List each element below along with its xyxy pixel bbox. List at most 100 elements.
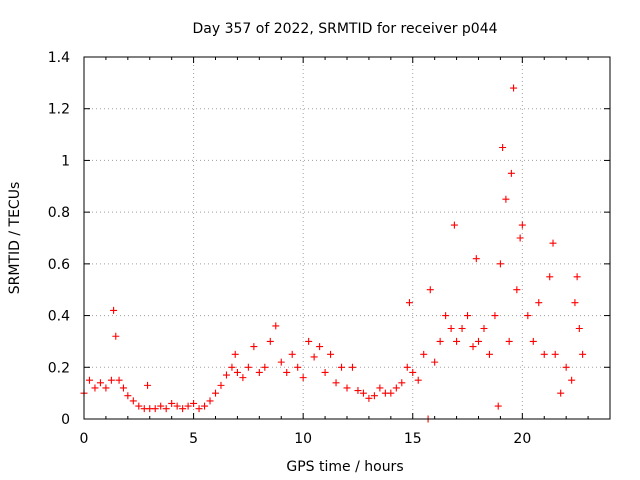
data-point <box>91 384 99 392</box>
data-point <box>206 397 214 405</box>
data-point <box>228 363 236 371</box>
data-point <box>272 322 280 330</box>
data-point <box>157 402 165 410</box>
data-point <box>294 363 302 371</box>
data-point <box>332 379 340 387</box>
data-point <box>365 394 373 402</box>
data-point <box>480 325 488 332</box>
data-point <box>387 389 395 397</box>
data-point <box>310 353 318 361</box>
data-point <box>447 325 455 332</box>
data-point <box>392 384 400 392</box>
data-point <box>321 368 329 376</box>
data-point <box>201 402 209 410</box>
x-tick-label: 10 <box>294 431 312 447</box>
data-point <box>491 312 499 320</box>
data-point <box>575 325 583 332</box>
data-point <box>233 368 241 376</box>
x-tick-label: 5 <box>189 431 198 447</box>
data-point <box>405 299 413 307</box>
data-point <box>115 376 123 384</box>
data-point <box>546 273 554 281</box>
data-point <box>244 363 252 371</box>
x-tick-label: 20 <box>513 431 531 447</box>
data-points <box>80 84 587 423</box>
data-point <box>102 384 110 392</box>
plot-frame <box>83 56 611 420</box>
y-tick-label: 0.4 <box>48 309 70 325</box>
data-point <box>573 273 581 281</box>
data-point <box>359 389 367 397</box>
data-point <box>305 337 313 345</box>
data-point <box>370 392 378 400</box>
data-point <box>184 402 192 410</box>
data-point <box>529 337 537 345</box>
data-point <box>579 350 587 358</box>
data-point <box>513 286 521 294</box>
grid-lines <box>84 57 610 419</box>
data-point <box>129 397 137 405</box>
data-point <box>217 381 225 389</box>
data-point <box>124 392 132 400</box>
data-point <box>464 312 472 320</box>
data-point <box>255 368 263 376</box>
data-point <box>568 376 576 384</box>
y-axis-tick-labels: 0 0.2 0.4 0.6 0.8 1 1.2 1.4 <box>48 50 70 428</box>
data-point <box>505 337 513 345</box>
data-point <box>442 312 450 320</box>
data-point <box>195 405 203 413</box>
data-point <box>96 379 104 387</box>
data-point <box>469 343 477 351</box>
y-tick-label: 1.2 <box>48 102 70 118</box>
data-point <box>450 221 458 229</box>
data-point <box>348 363 356 371</box>
data-point <box>540 350 548 358</box>
y-tick-label: 1.4 <box>48 50 70 66</box>
data-point <box>524 312 532 320</box>
data-point <box>277 358 285 366</box>
data-point <box>162 405 170 413</box>
x-axis-label: GPS time / hours <box>286 459 403 475</box>
y-tick-label: 0.2 <box>48 360 70 376</box>
y-tick-label: 1 <box>61 153 70 169</box>
data-point <box>518 221 526 229</box>
data-point <box>231 350 239 358</box>
data-point <box>354 387 362 395</box>
data-point <box>110 306 118 314</box>
data-point <box>499 144 507 151</box>
data-point <box>551 350 559 358</box>
data-point <box>173 402 181 410</box>
data-point <box>507 169 515 177</box>
data-point <box>485 350 493 358</box>
data-point <box>190 399 198 407</box>
data-point <box>112 332 120 340</box>
data-point <box>516 234 524 242</box>
data-point <box>212 389 219 397</box>
data-point <box>502 195 510 203</box>
data-point <box>144 381 152 389</box>
data-point <box>250 343 258 351</box>
data-point <box>266 337 274 345</box>
data-point <box>571 299 579 307</box>
data-point <box>107 376 115 384</box>
data-point <box>135 402 143 410</box>
data-point <box>420 350 428 358</box>
y-tick-label: 0.8 <box>48 205 70 221</box>
data-point <box>119 384 127 392</box>
x-tick-label: 15 <box>404 431 422 447</box>
data-point <box>496 260 504 268</box>
chart-title: Day 357 of 2022, SRMTID for receiver p04… <box>192 21 497 37</box>
y-tick-label: 0.6 <box>48 257 70 273</box>
data-point <box>288 350 296 358</box>
data-point <box>403 363 411 371</box>
data-point <box>453 337 461 345</box>
data-point <box>409 368 417 376</box>
x-axis-tick-labels: 0 5 10 15 20 <box>80 431 532 447</box>
data-point <box>549 239 557 247</box>
data-point <box>557 389 565 397</box>
data-point <box>475 337 482 345</box>
data-point <box>283 368 291 376</box>
data-point <box>562 363 570 371</box>
data-point <box>299 374 307 382</box>
